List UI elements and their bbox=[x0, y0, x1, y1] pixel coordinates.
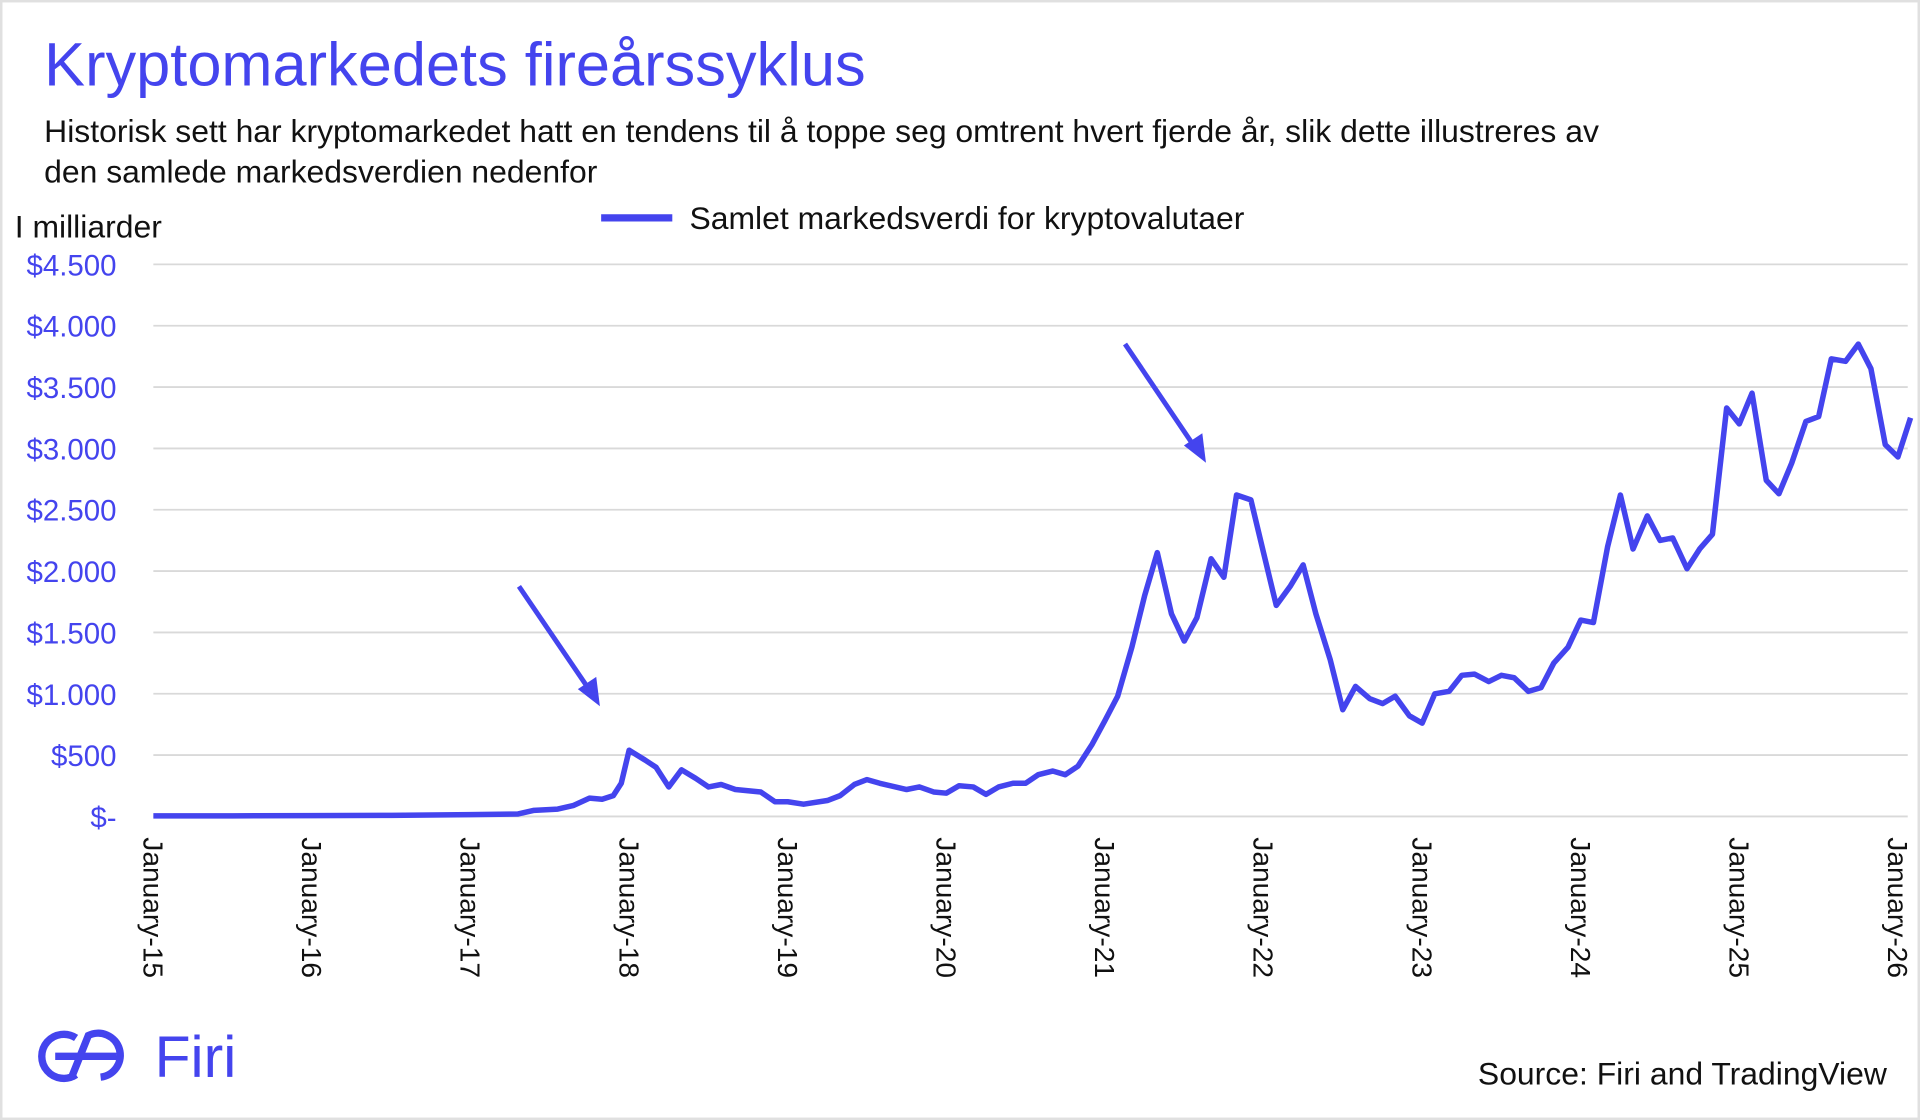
y-tick-label: $3.500 bbox=[26, 372, 116, 405]
firi-logo-icon bbox=[38, 1029, 124, 1083]
x-tick-label: January-26 bbox=[1882, 837, 1914, 978]
x-tick-label: January-17 bbox=[455, 837, 487, 978]
x-tick-label: January-19 bbox=[772, 837, 804, 978]
firi-logo-text: Firi bbox=[155, 1025, 237, 1090]
chart-subtitle-line1: Historisk sett har kryptomarkedet hatt e… bbox=[44, 113, 1599, 149]
x-tick-label: January-15 bbox=[138, 837, 170, 978]
y-tick-label: $1.000 bbox=[26, 679, 116, 712]
legend: Samlet markedsverdi for kryptovalutaer bbox=[601, 200, 1245, 236]
annotation-arrow-2021 bbox=[1122, 342, 1206, 463]
y-tick-label: $2.000 bbox=[26, 556, 116, 589]
x-tick-label: January-18 bbox=[613, 837, 645, 978]
x-tick-label: January-25 bbox=[1723, 837, 1755, 978]
y-tick-label: $1.500 bbox=[26, 617, 116, 650]
legend-label: Samlet markedsverdi for kryptovalutaer bbox=[689, 200, 1244, 236]
y-tick-label: $4.000 bbox=[26, 311, 116, 344]
x-axis: January-15 January-16 January-17 January-18… bbox=[138, 837, 1915, 978]
y-tick-label: $- bbox=[90, 801, 116, 834]
y-axis: $- $500 $1.000 $1.500 $2.000 $2.500 $3.000 $3.5… bbox=[26, 249, 116, 834]
series-line-market-cap bbox=[153, 341, 1914, 819]
firi-logo: Firi bbox=[38, 1025, 237, 1090]
y-axis-unit-label: I milliarder bbox=[15, 208, 162, 244]
y-tick-label: $3.000 bbox=[26, 433, 116, 466]
chart-subtitle-line2: den samlede markedsverdien nedenfor bbox=[44, 153, 598, 189]
y-tick-label: $2.500 bbox=[26, 495, 116, 528]
x-tick-label: January-21 bbox=[1089, 837, 1121, 978]
y-tick-label: $500 bbox=[51, 740, 116, 773]
x-tick-label: January-23 bbox=[1406, 837, 1438, 978]
x-tick-label: January-20 bbox=[931, 837, 963, 978]
x-tick-label: January-16 bbox=[296, 837, 328, 978]
y-tick-label: $4.500 bbox=[26, 249, 116, 282]
x-tick-label: January-24 bbox=[1565, 837, 1597, 978]
x-tick-label: January-22 bbox=[1248, 837, 1280, 978]
source-note: Source: Firi and TradingView bbox=[1478, 1056, 1888, 1092]
annotation-arrow-2017 bbox=[516, 584, 600, 707]
chart-title: Kryptomarkedets fireårssyklus bbox=[44, 31, 865, 99]
